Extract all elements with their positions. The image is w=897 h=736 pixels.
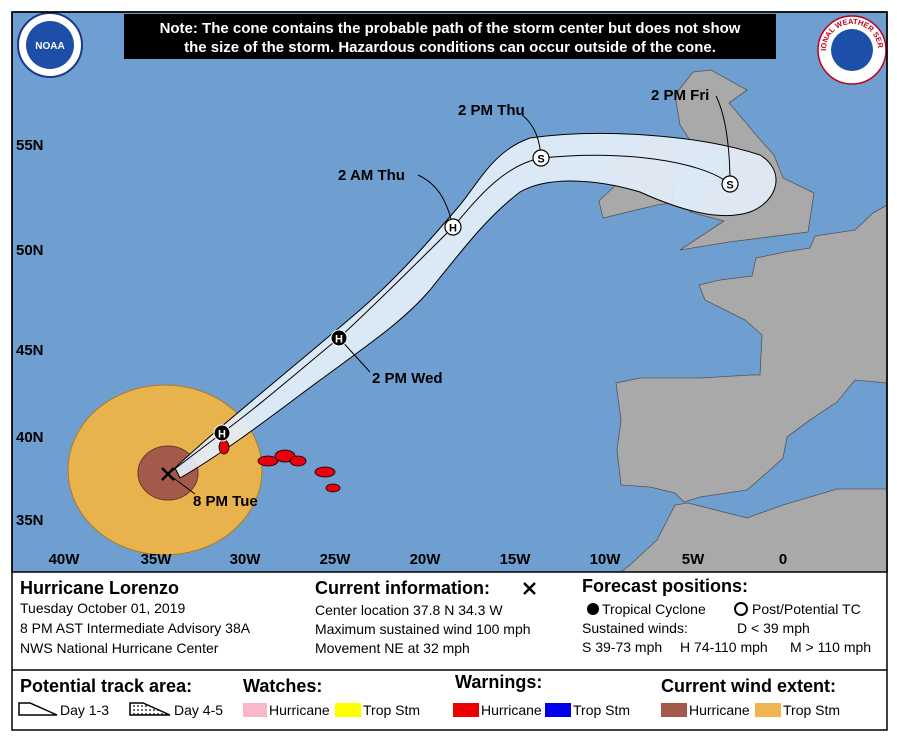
forecast-point: H <box>330 329 348 347</box>
point-symbol: H <box>449 223 457 235</box>
map: 8 PM Tue H H 2 PM Wed H 2 AM Thu S 2 PM … <box>12 12 887 572</box>
hurricane-warning <box>289 455 307 467</box>
swatch <box>545 703 571 717</box>
current-line: Maximum sustained wind 100 mph <box>315 621 531 637</box>
lat-label: 45N <box>16 342 44 359</box>
current-position <box>161 467 175 481</box>
time-label: 2 PM Wed <box>372 370 443 387</box>
point-marker <box>330 329 348 347</box>
x-stroke <box>523 582 536 595</box>
logo-disc <box>26 21 74 69</box>
current-heading: Current information: <box>315 578 490 598</box>
lon-label: 35W <box>141 551 173 568</box>
time-label: 8 PM Tue <box>193 493 258 510</box>
forecast-text: Tropical Cyclone <box>602 601 706 617</box>
lon-label: 0 <box>779 551 787 568</box>
current-x-icon <box>523 582 536 595</box>
forecast-point: H <box>213 424 231 442</box>
forecast-point: H <box>444 218 462 236</box>
hurricane-warning <box>257 455 279 467</box>
legend-item: Day 1-3 <box>60 702 109 718</box>
legend-heading: Current wind extent: <box>661 676 836 696</box>
logo-text: NOAA <box>35 41 64 52</box>
storm-title: Hurricane Lorenzo <box>20 578 179 598</box>
note-box <box>124 14 776 59</box>
forecast-point: S <box>721 175 739 193</box>
legend-item: Trop Stm <box>783 702 840 718</box>
storm-advisory: 8 PM AST Intermediate Advisory 38A <box>20 620 251 636</box>
forecast-text: Sustained winds: <box>582 620 688 636</box>
forecast-text: M > 110 mph <box>790 639 871 655</box>
legend-heading: Warnings: <box>455 672 542 692</box>
swatch <box>335 703 361 717</box>
note-line: Note: The cone contains the probable pat… <box>160 20 741 37</box>
warnings <box>218 439 341 493</box>
swatch <box>453 703 479 717</box>
legend-item: Hurricane <box>269 702 330 718</box>
current-line: Center location 37.8 N 34.3 W <box>315 602 503 618</box>
time-label: 2 PM Fri <box>651 87 709 104</box>
hurricane-warning <box>325 483 341 493</box>
point-marker <box>444 218 462 236</box>
lat-label: 35N <box>16 512 44 529</box>
lon-label: 15W <box>500 551 532 568</box>
current-x <box>161 467 175 481</box>
lon-label: 10W <box>590 551 622 568</box>
storm-date: Tuesday October 01, 2019 <box>20 600 185 616</box>
legend-item: Hurricane <box>689 702 750 718</box>
forecast-cone <box>174 132 777 479</box>
day13-icon <box>18 702 58 716</box>
logo-disc <box>831 29 873 71</box>
forecast-text: Post/Potential TC <box>752 601 861 617</box>
lon-label: 25W <box>320 551 352 568</box>
lon-label: 40W <box>49 551 81 568</box>
point-symbol: H <box>218 429 226 441</box>
lat-label: 40N <box>16 429 44 446</box>
forecast-text: S 39-73 mph <box>582 639 662 655</box>
swatch <box>243 703 267 717</box>
swatch <box>661 703 687 717</box>
forecast-point: S <box>532 149 550 167</box>
point-marker <box>213 424 231 442</box>
current-line: Movement NE at 32 mph <box>315 640 470 656</box>
post-tc-icon <box>734 602 748 616</box>
forecast-heading: Forecast positions: <box>582 576 748 596</box>
outer-frame <box>11 11 888 731</box>
legend-item: Trop Stm <box>573 702 630 718</box>
land-africa <box>620 488 887 572</box>
forecast-text: D < 39 mph <box>737 620 810 636</box>
legend-item: Day 4-5 <box>174 702 223 718</box>
hurricane-warning <box>314 466 336 478</box>
lat-label: 55N <box>16 137 44 154</box>
legend-item: Hurricane <box>481 702 542 718</box>
point-symbol: H <box>335 334 343 346</box>
lat-label: 50N <box>16 242 44 259</box>
legend-heading: Watches: <box>243 676 322 696</box>
forecast-text: H 74-110 mph <box>680 639 768 655</box>
point-symbol: S <box>537 154 544 166</box>
storm-center: NWS National Hurricane Center <box>20 640 219 656</box>
time-label: 2 PM Thu <box>458 102 525 119</box>
swatch <box>755 703 781 717</box>
point-marker <box>532 149 550 167</box>
time-label: 2 AM Thu <box>338 167 405 184</box>
noaa-logo: NOAA <box>17 12 83 78</box>
note-line: the size of the storm. Hazardous conditi… <box>184 39 716 56</box>
tc-icon <box>587 603 599 615</box>
point-symbol: S <box>726 180 733 192</box>
lon-label: 30W <box>230 551 262 568</box>
point-marker <box>721 175 739 193</box>
lon-label: 20W <box>410 551 442 568</box>
legend-heading: Potential track area: <box>20 676 192 696</box>
land-europe <box>615 204 887 503</box>
legend-item: Trop Stm <box>363 702 420 718</box>
lon-label: 5W <box>682 551 705 568</box>
day45-icon <box>129 702 171 716</box>
hurricane-warning <box>218 439 230 455</box>
